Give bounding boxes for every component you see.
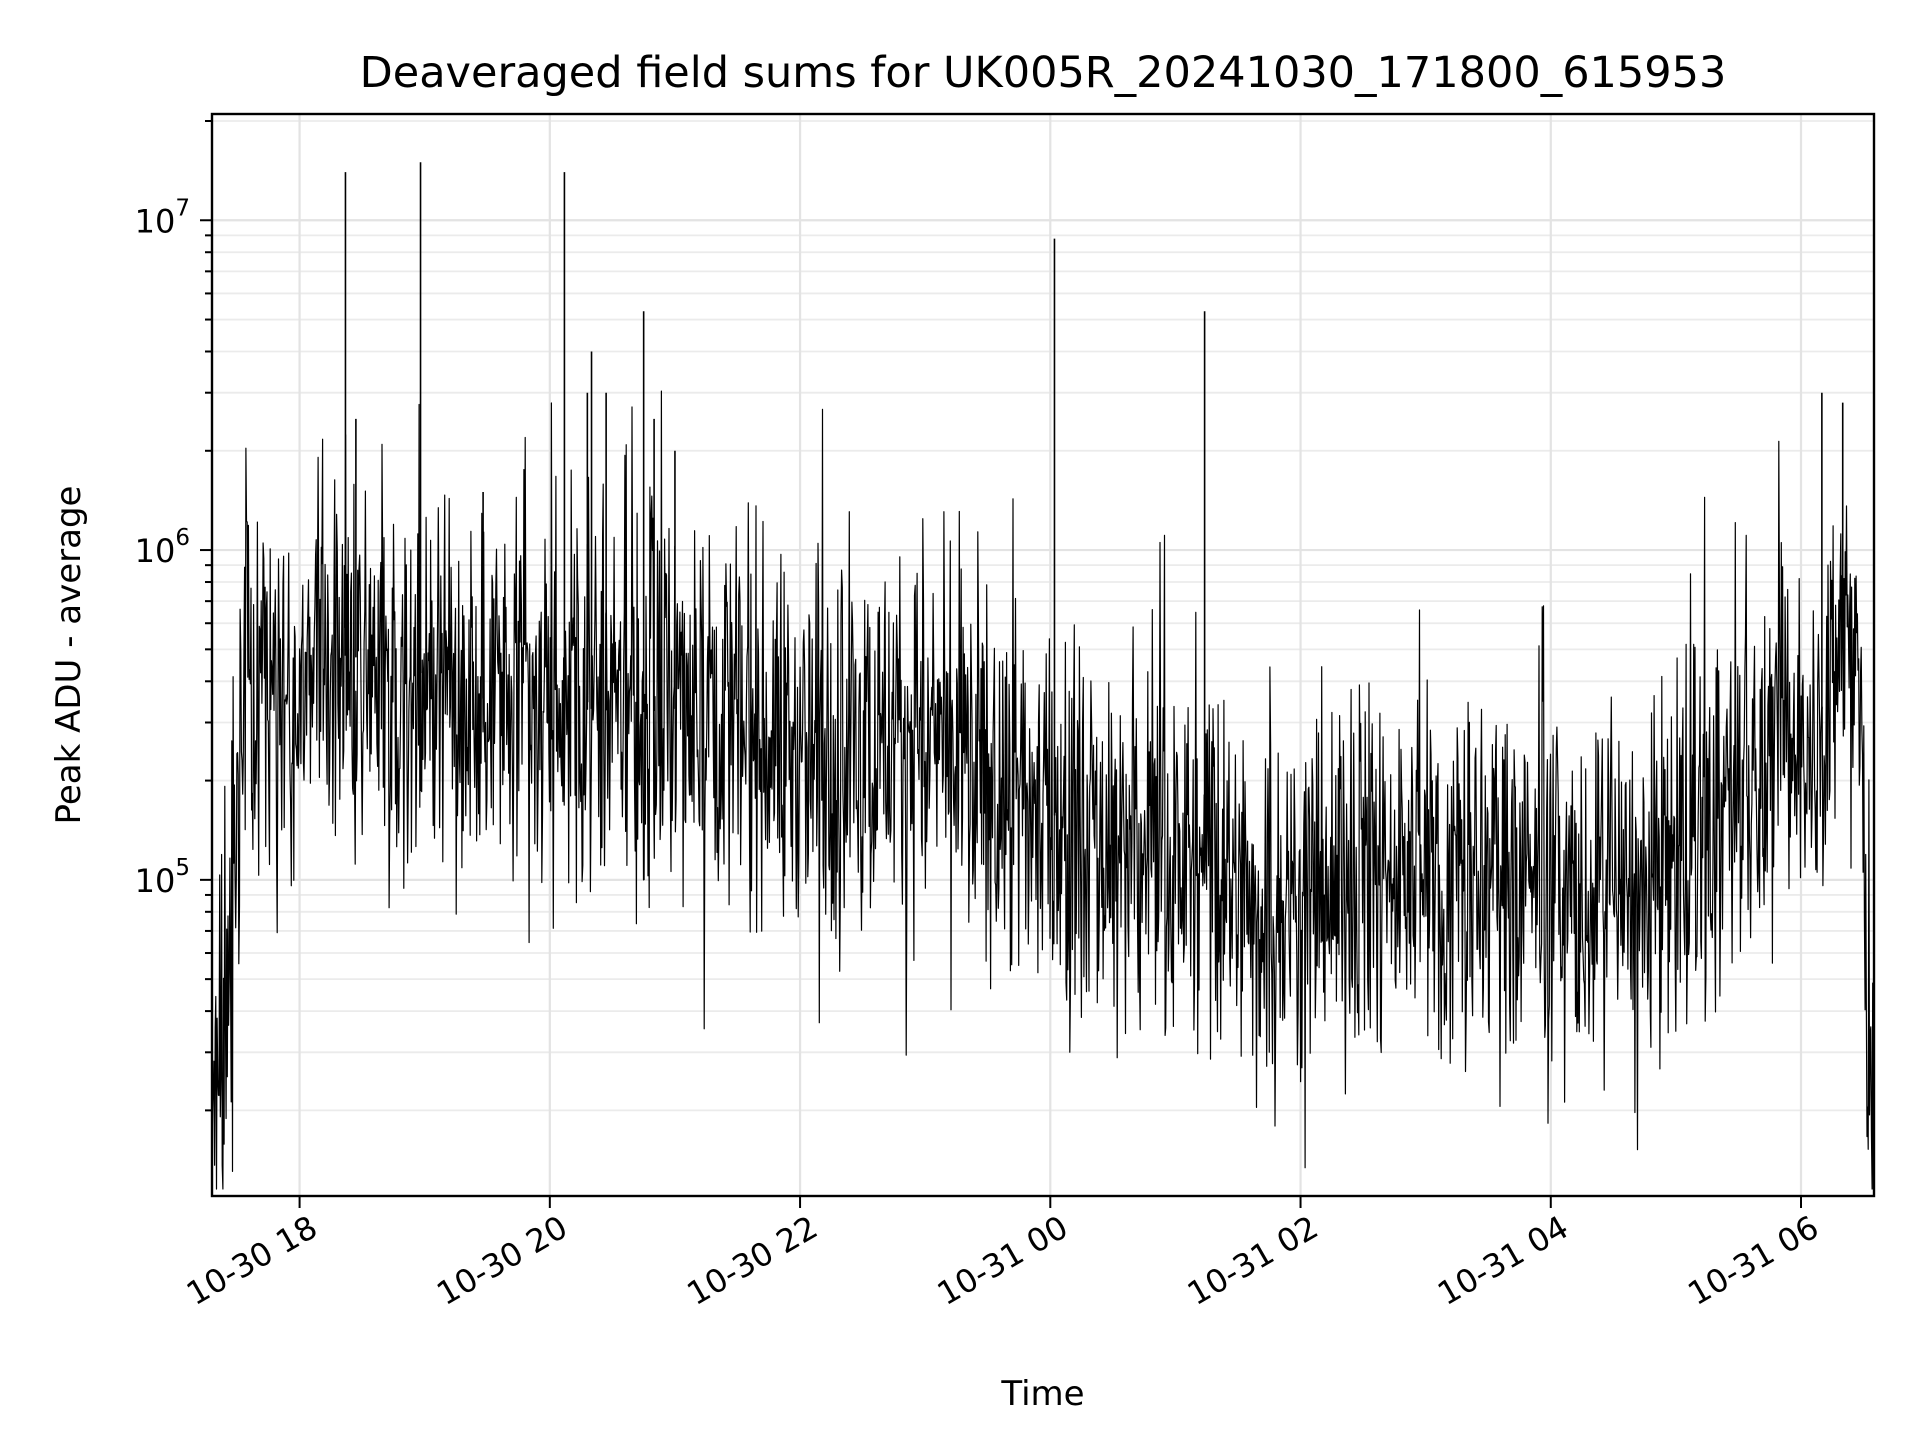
y-tick-label: 107 <box>135 195 190 240</box>
y-tick-label: 106 <box>135 525 190 570</box>
grid <box>212 114 1874 1196</box>
series-layer <box>211 162 1875 1190</box>
plot-frame <box>210 112 1876 1198</box>
x-axis-label: Time <box>1000 1374 1084 1414</box>
y-tick-label: 105 <box>135 855 190 900</box>
x-tick-label: 10-31 06 <box>1681 1208 1825 1313</box>
x-tick-label: 10-31 02 <box>1181 1208 1325 1313</box>
x-tick-label: 10-30 18 <box>180 1208 324 1313</box>
x-tick-label: 10-31 00 <box>931 1208 1075 1313</box>
x-tick-label: 10-30 20 <box>430 1208 574 1313</box>
y-axis-label: Peak ADU - average <box>49 486 89 825</box>
chart-title: Deaveraged field sums for UK005R_2024103… <box>360 48 1727 98</box>
series-line <box>211 390 1875 1190</box>
x-tick-label: 10-30 22 <box>680 1208 824 1313</box>
x-tick-label: 10-31 04 <box>1431 1208 1575 1313</box>
